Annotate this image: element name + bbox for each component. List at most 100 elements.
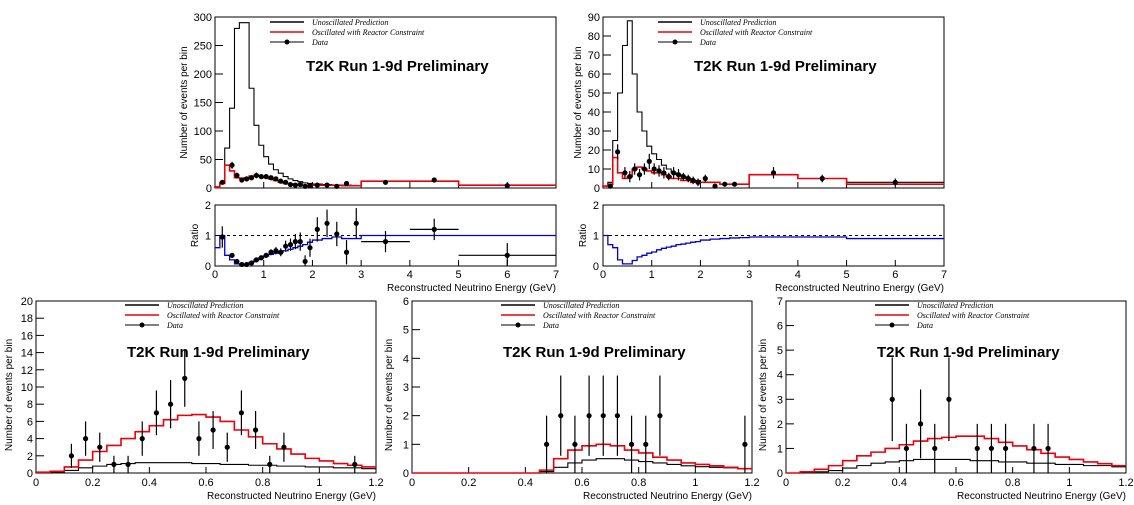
legend-oscillated-label: Oscillated with Reactor Constraint — [917, 311, 1030, 320]
data-point — [97, 444, 103, 450]
data-point — [125, 461, 131, 467]
y-tick-label: 0 — [206, 183, 212, 195]
ratio-point — [353, 220, 359, 226]
data-point — [234, 172, 240, 179]
ratio-point — [297, 239, 303, 245]
data-point — [615, 149, 621, 155]
legend-data-label: Data — [542, 321, 559, 330]
y-tick-label: 5 — [403, 325, 409, 337]
data-point — [892, 179, 898, 185]
data-point — [297, 181, 303, 188]
y-tick-label: 40 — [588, 107, 600, 119]
data-point — [334, 183, 340, 189]
x-tick-label: 7 — [941, 269, 947, 281]
plot-frame — [214, 16, 557, 189]
ratio-point — [302, 258, 308, 265]
series-oscillated-line — [786, 435, 1126, 474]
data-point — [267, 461, 273, 467]
ratio-point — [219, 234, 225, 240]
y-tick-label: 0 — [777, 468, 783, 480]
ratio-line — [603, 234, 944, 265]
y-axis-label: Number of events per bin — [179, 46, 190, 158]
y-tick-label: 20 — [21, 296, 33, 308]
x-tick-label: 0.4 — [892, 477, 907, 489]
y-tick-label: 80 — [588, 31, 600, 43]
data-point — [139, 436, 145, 442]
y-axis-label: Number of events per bin — [758, 339, 769, 451]
x-tick-label: 0 — [409, 477, 415, 489]
data-point — [239, 177, 245, 183]
series-unoscillated-line — [214, 22, 556, 188]
data-point — [651, 166, 657, 172]
data-point — [607, 183, 613, 189]
series-unoscillated-line — [35, 462, 376, 473]
y-axis-label: Number of events per bin — [573, 46, 584, 158]
data-point — [742, 441, 748, 447]
x-tick-label: 1 — [261, 269, 267, 281]
data-point — [229, 162, 235, 168]
x-tick-label: 0.4 — [142, 477, 157, 489]
data-point — [238, 410, 245, 416]
x-tick-label: 6 — [504, 269, 510, 281]
y-tick-label: 3 — [777, 394, 783, 406]
y-tick-label: 200 — [194, 69, 212, 81]
data-point — [586, 413, 592, 419]
data-point — [974, 445, 980, 452]
y-tick-label: 0 — [403, 468, 409, 480]
x-tick-label: 0 — [783, 477, 789, 489]
legend-unoscillated-label: Unoscillated Prediction — [700, 18, 776, 27]
data-point — [382, 179, 389, 185]
ratio-point — [273, 248, 279, 254]
x-tick-label: 1.2 — [368, 477, 383, 489]
data-point — [543, 441, 550, 447]
x-tick-label: 0.4 — [518, 477, 533, 489]
legend-oscillated-label: Oscillated with Reactor Constraint — [543, 311, 656, 320]
data-point — [917, 421, 924, 427]
x-tick-label: 4 — [795, 269, 801, 281]
x-tick-label: 4 — [407, 269, 413, 281]
x-tick-label: 0.2 — [835, 477, 850, 489]
data-point — [819, 175, 825, 182]
y-tick-label: 70 — [588, 50, 600, 62]
x-tick-label: 0.6 — [574, 477, 589, 489]
y-tick-label: 4 — [777, 370, 783, 382]
data-point — [946, 396, 952, 402]
x-tick-label: 1 — [649, 269, 655, 281]
data-point — [680, 174, 686, 180]
x-tick-label: 0.8 — [255, 477, 270, 489]
data-point — [722, 181, 728, 187]
legend-data-label: Data — [916, 321, 933, 330]
x-axis-label: Reconstructed Neutrino Energy (GeV) — [387, 283, 556, 294]
x-tick-label: 0.2 — [85, 477, 100, 489]
data-point — [600, 413, 606, 419]
ratio-point — [504, 252, 510, 258]
y-tick-label: 3 — [403, 382, 409, 394]
data-point — [643, 441, 649, 447]
data-point — [572, 441, 578, 447]
y-tick-label: 150 — [194, 98, 212, 110]
ratio-point — [343, 249, 350, 255]
data-point — [889, 396, 895, 402]
x-axis-label: Reconstructed Neutrino Energy (GeV) — [207, 491, 376, 502]
ratio-point — [334, 231, 340, 237]
y-axis-label: Number of events per bin — [4, 339, 15, 451]
data-point — [932, 445, 938, 452]
x-tick-label: 3 — [746, 269, 752, 281]
ratio-point — [229, 252, 235, 258]
data-point — [196, 436, 202, 442]
ratio-point — [248, 260, 255, 266]
data-point — [111, 461, 117, 467]
legend-data-marker — [672, 39, 678, 45]
data-point — [690, 177, 696, 183]
data-point — [702, 175, 708, 182]
data-point — [292, 182, 298, 188]
x-tick-label: 0.6 — [198, 477, 213, 489]
preliminary-label: T2K Run 1-9d Preliminary — [877, 344, 1060, 361]
data-point — [253, 172, 260, 179]
x-tick-label: 0 — [600, 269, 606, 281]
x-tick-label: 0 — [212, 269, 218, 281]
data-point — [324, 182, 330, 188]
y-tick-label: 2 — [27, 451, 33, 463]
